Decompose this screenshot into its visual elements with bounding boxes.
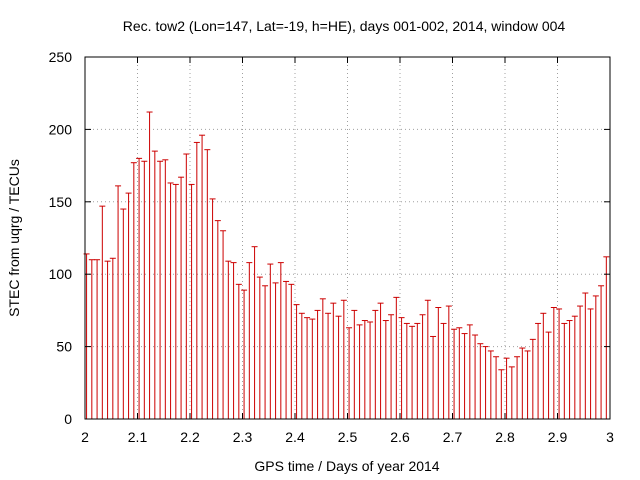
grid-lines <box>85 57 610 419</box>
x-tick-label: 2.5 <box>338 429 358 445</box>
y-axis-label: STEC from uqrg / TECUs <box>6 159 22 317</box>
x-tick-label: 2.7 <box>443 429 463 445</box>
y-tick-label: 100 <box>49 266 73 282</box>
x-tick-labels: 2 2.1 2.2 2.3 2.4 2.5 2.6 2.7 2.8 2.9 3 <box>81 429 614 445</box>
x-tick-label: 2.8 <box>495 429 515 445</box>
y-tick-labels: 0 50 100 150 200 250 <box>49 49 73 427</box>
x-tick-label: 3 <box>606 429 614 445</box>
axis-ticks <box>84 56 611 420</box>
y-tick-label: 0 <box>64 411 72 427</box>
x-tick-label: 2.3 <box>233 429 253 445</box>
error-bars <box>83 111 610 419</box>
x-tick-label: 2.9 <box>548 429 568 445</box>
x-axis-label: GPS time / Days of year 2014 <box>254 458 439 474</box>
x-tick-label: 2 <box>81 429 89 445</box>
y-tick-label: 150 <box>49 194 73 210</box>
x-tick-label: 2.4 <box>285 429 305 445</box>
plot-frame <box>84 56 611 420</box>
chart-title: Rec. tow2 (Lon=147, Lat=-19, h=HE), days… <box>123 18 566 34</box>
x-tick-label: 2.1 <box>128 429 148 445</box>
y-tick-label: 250 <box>49 49 73 65</box>
x-tick-label: 2.6 <box>390 429 410 445</box>
y-tick-label: 50 <box>56 339 72 355</box>
y-tick-label: 200 <box>49 121 73 137</box>
x-tick-label: 2.2 <box>180 429 200 445</box>
